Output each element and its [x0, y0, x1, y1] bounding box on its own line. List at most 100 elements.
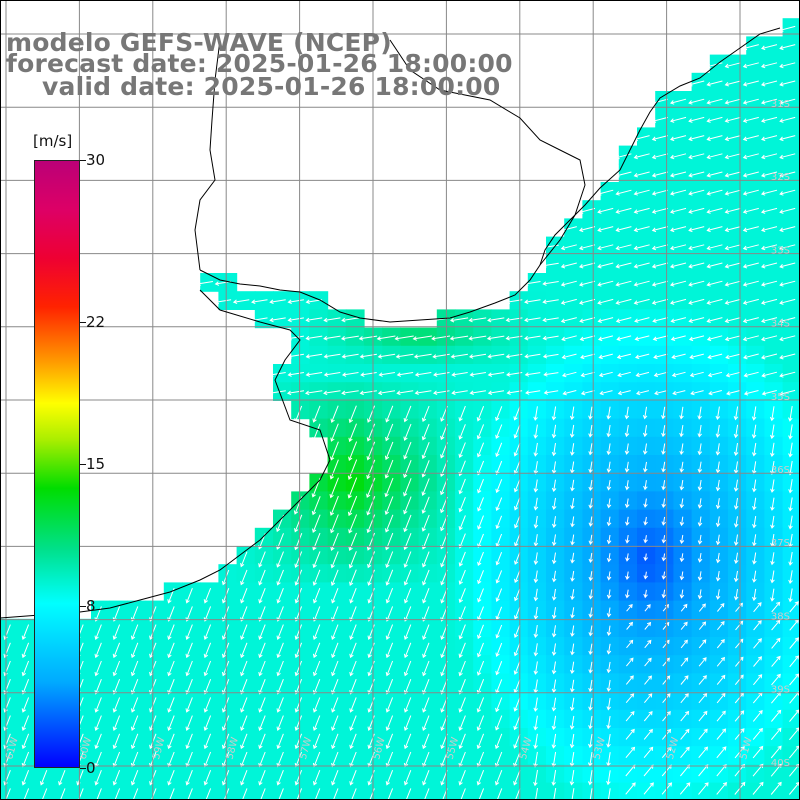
wind-arrow — [742, 62, 759, 69]
wind-arrow — [724, 207, 741, 214]
wind-arrow — [688, 298, 705, 305]
wind-arrow — [743, 390, 759, 396]
wind-arrow — [625, 782, 636, 795]
wind-arrow — [276, 624, 284, 640]
wind-arrow — [533, 552, 539, 565]
wind-arrow — [680, 693, 689, 704]
wind-arrow — [779, 389, 796, 396]
wind-arrow — [779, 317, 796, 324]
wind-arrow — [347, 459, 358, 480]
wind-arrow — [679, 534, 685, 545]
wind-arrow — [733, 424, 739, 439]
wind-arrow — [551, 570, 557, 583]
wind-arrow — [688, 171, 705, 178]
wind-arrow — [396, 372, 414, 377]
wind-arrow — [551, 406, 557, 421]
wind-arrow — [625, 693, 635, 704]
wind-arrow — [348, 532, 357, 552]
wind-arrow — [533, 424, 538, 439]
wind-arrow — [625, 710, 635, 722]
wind-arrow — [385, 660, 394, 677]
wind-arrow — [561, 335, 577, 342]
wind-arrow — [312, 770, 321, 786]
wind-arrow — [679, 461, 684, 473]
wind-arrow — [588, 788, 593, 800]
wind-arrow — [359, 353, 377, 359]
wind-arrow — [422, 788, 430, 800]
wind-arrow — [715, 552, 721, 564]
wind-arrow — [724, 171, 741, 178]
wind-arrow — [706, 135, 723, 142]
wind-arrow — [414, 372, 432, 377]
wind-arrow — [94, 660, 102, 677]
wind-arrow — [258, 660, 266, 677]
wind-arrow — [533, 715, 538, 731]
wind-arrow — [597, 207, 614, 214]
wind-arrow — [679, 782, 691, 795]
wind-arrow — [477, 551, 484, 567]
wind-arrow — [753, 674, 763, 686]
wind-arrow — [606, 625, 612, 637]
wind-arrow — [742, 153, 759, 160]
wind-arrow — [533, 625, 539, 639]
wind-arrow — [597, 280, 614, 287]
wind-arrow — [240, 660, 248, 677]
wind-arrow — [403, 770, 412, 786]
wind-arrow — [385, 405, 394, 423]
wind-arrow — [341, 353, 359, 359]
wind-arrow — [533, 442, 538, 457]
wind-arrow — [341, 317, 359, 323]
wind-arrow — [513, 788, 521, 800]
wind-arrow — [651, 207, 668, 214]
wind-arrow — [761, 298, 778, 305]
wind-arrow — [331, 733, 339, 750]
wind-arrow — [385, 697, 394, 713]
wind-arrow — [287, 372, 304, 377]
wind-arrow — [606, 716, 611, 730]
wind-arrow — [725, 353, 741, 360]
wind-arrow — [533, 497, 539, 511]
wind-arrow — [560, 226, 577, 233]
wind-arrow — [597, 226, 614, 233]
wind-arrow — [377, 353, 396, 359]
wind-arrow — [680, 728, 690, 740]
wind-arrow — [779, 153, 796, 160]
wind-arrow — [232, 299, 250, 305]
wind-arrow — [551, 733, 557, 749]
wind-arrow — [670, 207, 687, 214]
wind-arrow — [697, 516, 703, 527]
wind-arrow — [752, 497, 757, 511]
wind-arrow — [414, 390, 432, 396]
colorbar-tick-mark — [80, 322, 86, 324]
wind-arrow — [661, 516, 666, 526]
wind-arrow — [770, 461, 775, 475]
wind-arrow — [644, 639, 652, 649]
wind-arrow — [733, 479, 739, 492]
wind-arrow — [671, 371, 686, 378]
wind-arrow — [615, 226, 632, 233]
wind-arrow — [697, 443, 703, 456]
wind-arrow — [385, 624, 394, 640]
wind-arrow — [240, 551, 248, 568]
wind-arrow — [403, 405, 412, 423]
wind-arrow — [733, 570, 739, 583]
wind-arrow — [422, 588, 430, 604]
wind-arrow — [690, 390, 704, 396]
wind-arrow — [533, 588, 539, 602]
wind-arrow — [258, 788, 266, 800]
wind-arrow — [349, 788, 357, 800]
wind-arrow — [606, 461, 612, 473]
wind-arrow — [624, 461, 630, 473]
lat-label: 34S — [771, 319, 790, 330]
wind-arrow — [276, 551, 284, 568]
wind-arrow — [513, 770, 521, 786]
colorbar-tick-label: 22 — [86, 313, 106, 332]
wind-arrow — [643, 535, 648, 544]
wind-arrow — [421, 514, 430, 532]
wind-arrow — [742, 262, 759, 269]
wind-vectors — [3, 25, 800, 800]
wind-arrow — [329, 459, 339, 480]
wind-arrow — [706, 80, 723, 87]
wind-arrow — [258, 569, 266, 586]
